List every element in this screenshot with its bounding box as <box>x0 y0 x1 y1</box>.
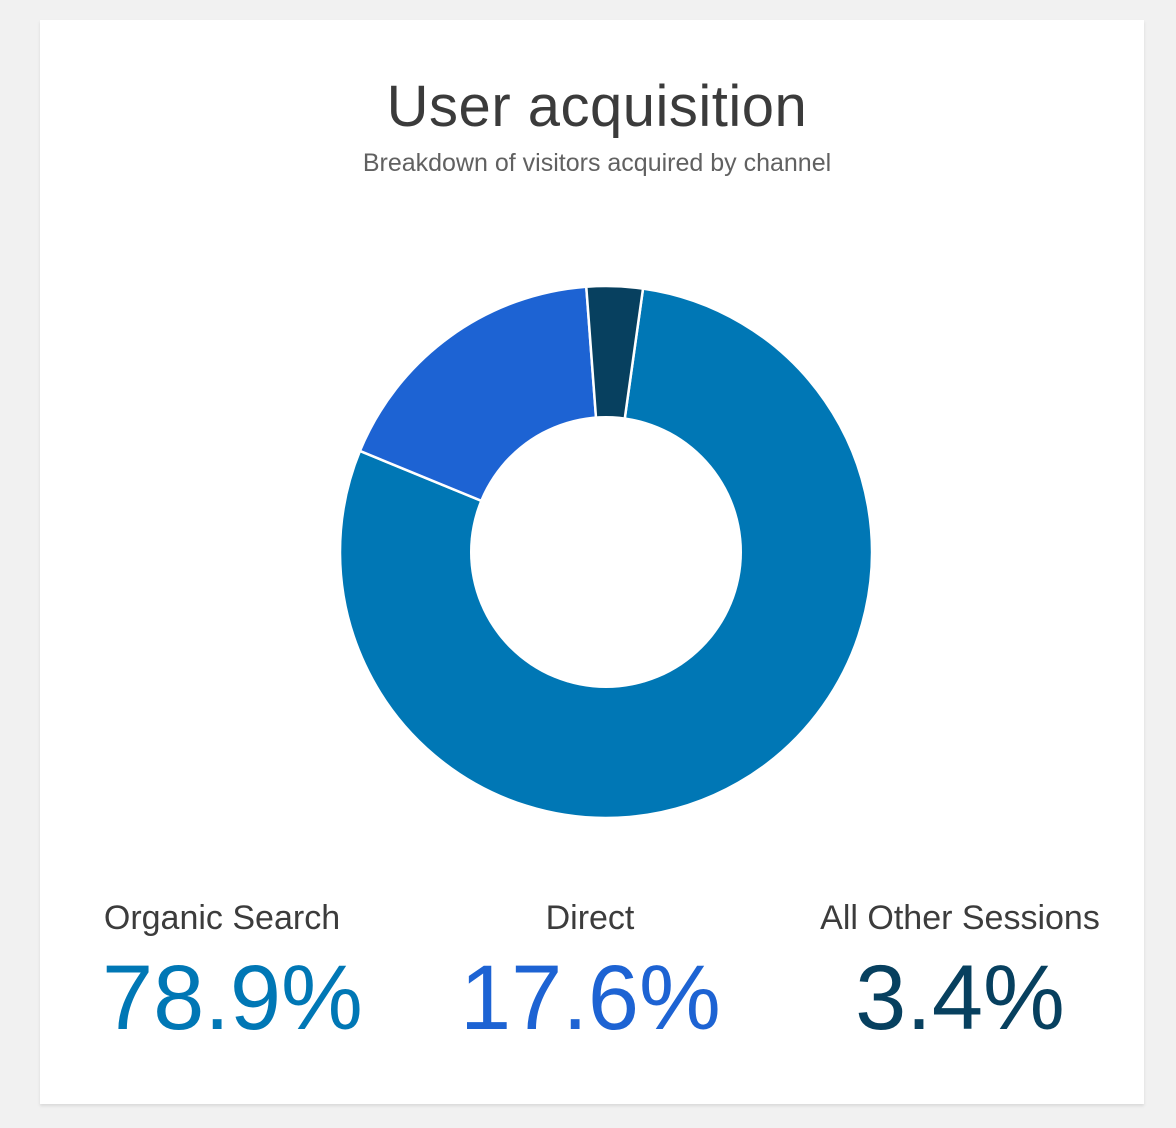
legend-item-all-other-sessions: All Other Sessions 3.4% <box>800 896 1120 1048</box>
legend-item-direct: Direct 17.6% <box>460 896 721 1049</box>
legend-label-direct: Direct <box>545 899 635 937</box>
legend-label-all-other-sessions: All Other Sessions <box>820 899 1100 937</box>
chart-title: User acquisition <box>386 74 808 139</box>
legend-item-organic-search: Organic Search 78.9% <box>102 896 363 1049</box>
legend-label-organic-search: Organic Search <box>103 899 341 937</box>
chart-subtitle: Breakdown of visitors acquired by channe… <box>362 149 832 177</box>
donut-chart <box>338 284 874 820</box>
donut-hole <box>470 416 742 688</box>
legend-value-all-other-sessions: 3.4% <box>855 947 1065 1049</box>
user-acquisition-card: User acquisition Breakdown of visitors a… <box>40 20 1144 1104</box>
legend-value-direct: 17.6% <box>460 947 721 1049</box>
legend-value-organic-search: 78.9% <box>102 947 363 1049</box>
